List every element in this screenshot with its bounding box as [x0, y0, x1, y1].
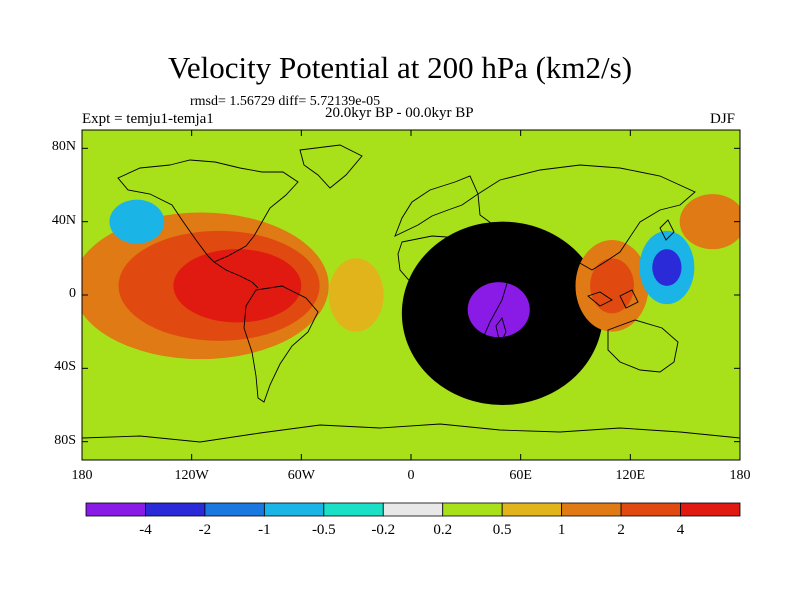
colorbar-swatch-6 — [442, 502, 503, 517]
colorbar-label-1: -2 — [198, 522, 212, 538]
colorbar-swatch-8 — [561, 502, 622, 517]
colorbar-label-3: -0.5 — [311, 522, 336, 538]
contour-region-11 — [109, 199, 165, 244]
axis-ticks — [81, 130, 741, 460]
colorbar-label-6: 0.5 — [492, 522, 512, 538]
season-label: DJF — [710, 111, 736, 127]
colorbar-swatch-7 — [501, 502, 563, 517]
x-tick-label-4: 60E — [509, 468, 532, 483]
colorbar-swatch-9 — [620, 502, 681, 517]
y-tick-label-2: 0 — [69, 286, 76, 301]
colorbar-label-8: 2 — [617, 522, 625, 538]
x-tick-label-2: 60W — [287, 468, 315, 483]
colorbar-swatch-10 — [680, 502, 741, 517]
x-tick-label-3: 0 — [407, 468, 415, 483]
experiment-label: Expt = temju1-temja1 — [82, 111, 214, 127]
contour-region-6 — [173, 249, 302, 323]
y-tick-label-4: 80S — [54, 432, 76, 448]
colorbar-label-7: 1 — [557, 522, 566, 538]
y-tick-label-0: 80N — [51, 139, 76, 155]
colorbar — [85, 502, 741, 517]
colorbar-swatch-1 — [145, 502, 206, 517]
colorbar-swatch-0 — [85, 502, 146, 517]
x-tick-label-1: 120W — [174, 468, 209, 483]
colorbar-swatch-4 — [323, 502, 384, 517]
velocity-potential-map — [82, 130, 740, 460]
x-tick-label-0: 180 — [71, 468, 93, 483]
x-tick-label-6: 180 — [729, 468, 751, 483]
coastline-outline — [82, 144, 740, 443]
plot-title: Velocity Potential at 200 hPa (km2/s) — [167, 50, 633, 85]
contour-region-13 — [328, 258, 384, 332]
y-tick-label-1: 40N — [51, 212, 76, 228]
period-label: 20.0kyr BP - 00.0kyr BP — [325, 105, 474, 121]
colorbar-label-5: 0.2 — [433, 522, 453, 538]
colorbar-label-0: -4 — [139, 522, 152, 538]
x-tick-label-5: 120E — [615, 468, 646, 483]
contour-region-12 — [679, 194, 740, 250]
rmsd-diff-stats: rmsd= 1.56729 diff= 5.72139e-05 — [190, 94, 381, 109]
colorbar-swatch-2 — [204, 502, 265, 517]
y-tick-label-3: 40S — [54, 359, 76, 375]
colorbar-label-2: -1 — [258, 522, 271, 538]
colorbar-swatch-5 — [382, 502, 444, 517]
colorbar-label-4: -0.2 — [371, 522, 396, 538]
contour-region-3 — [467, 282, 530, 338]
contour-fill-layer — [82, 194, 740, 405]
colorbar-swatch-3 — [263, 502, 325, 517]
contour-region-10 — [652, 249, 682, 286]
contour-region-8 — [590, 258, 634, 314]
colorbar-label-9: 4 — [676, 522, 685, 538]
